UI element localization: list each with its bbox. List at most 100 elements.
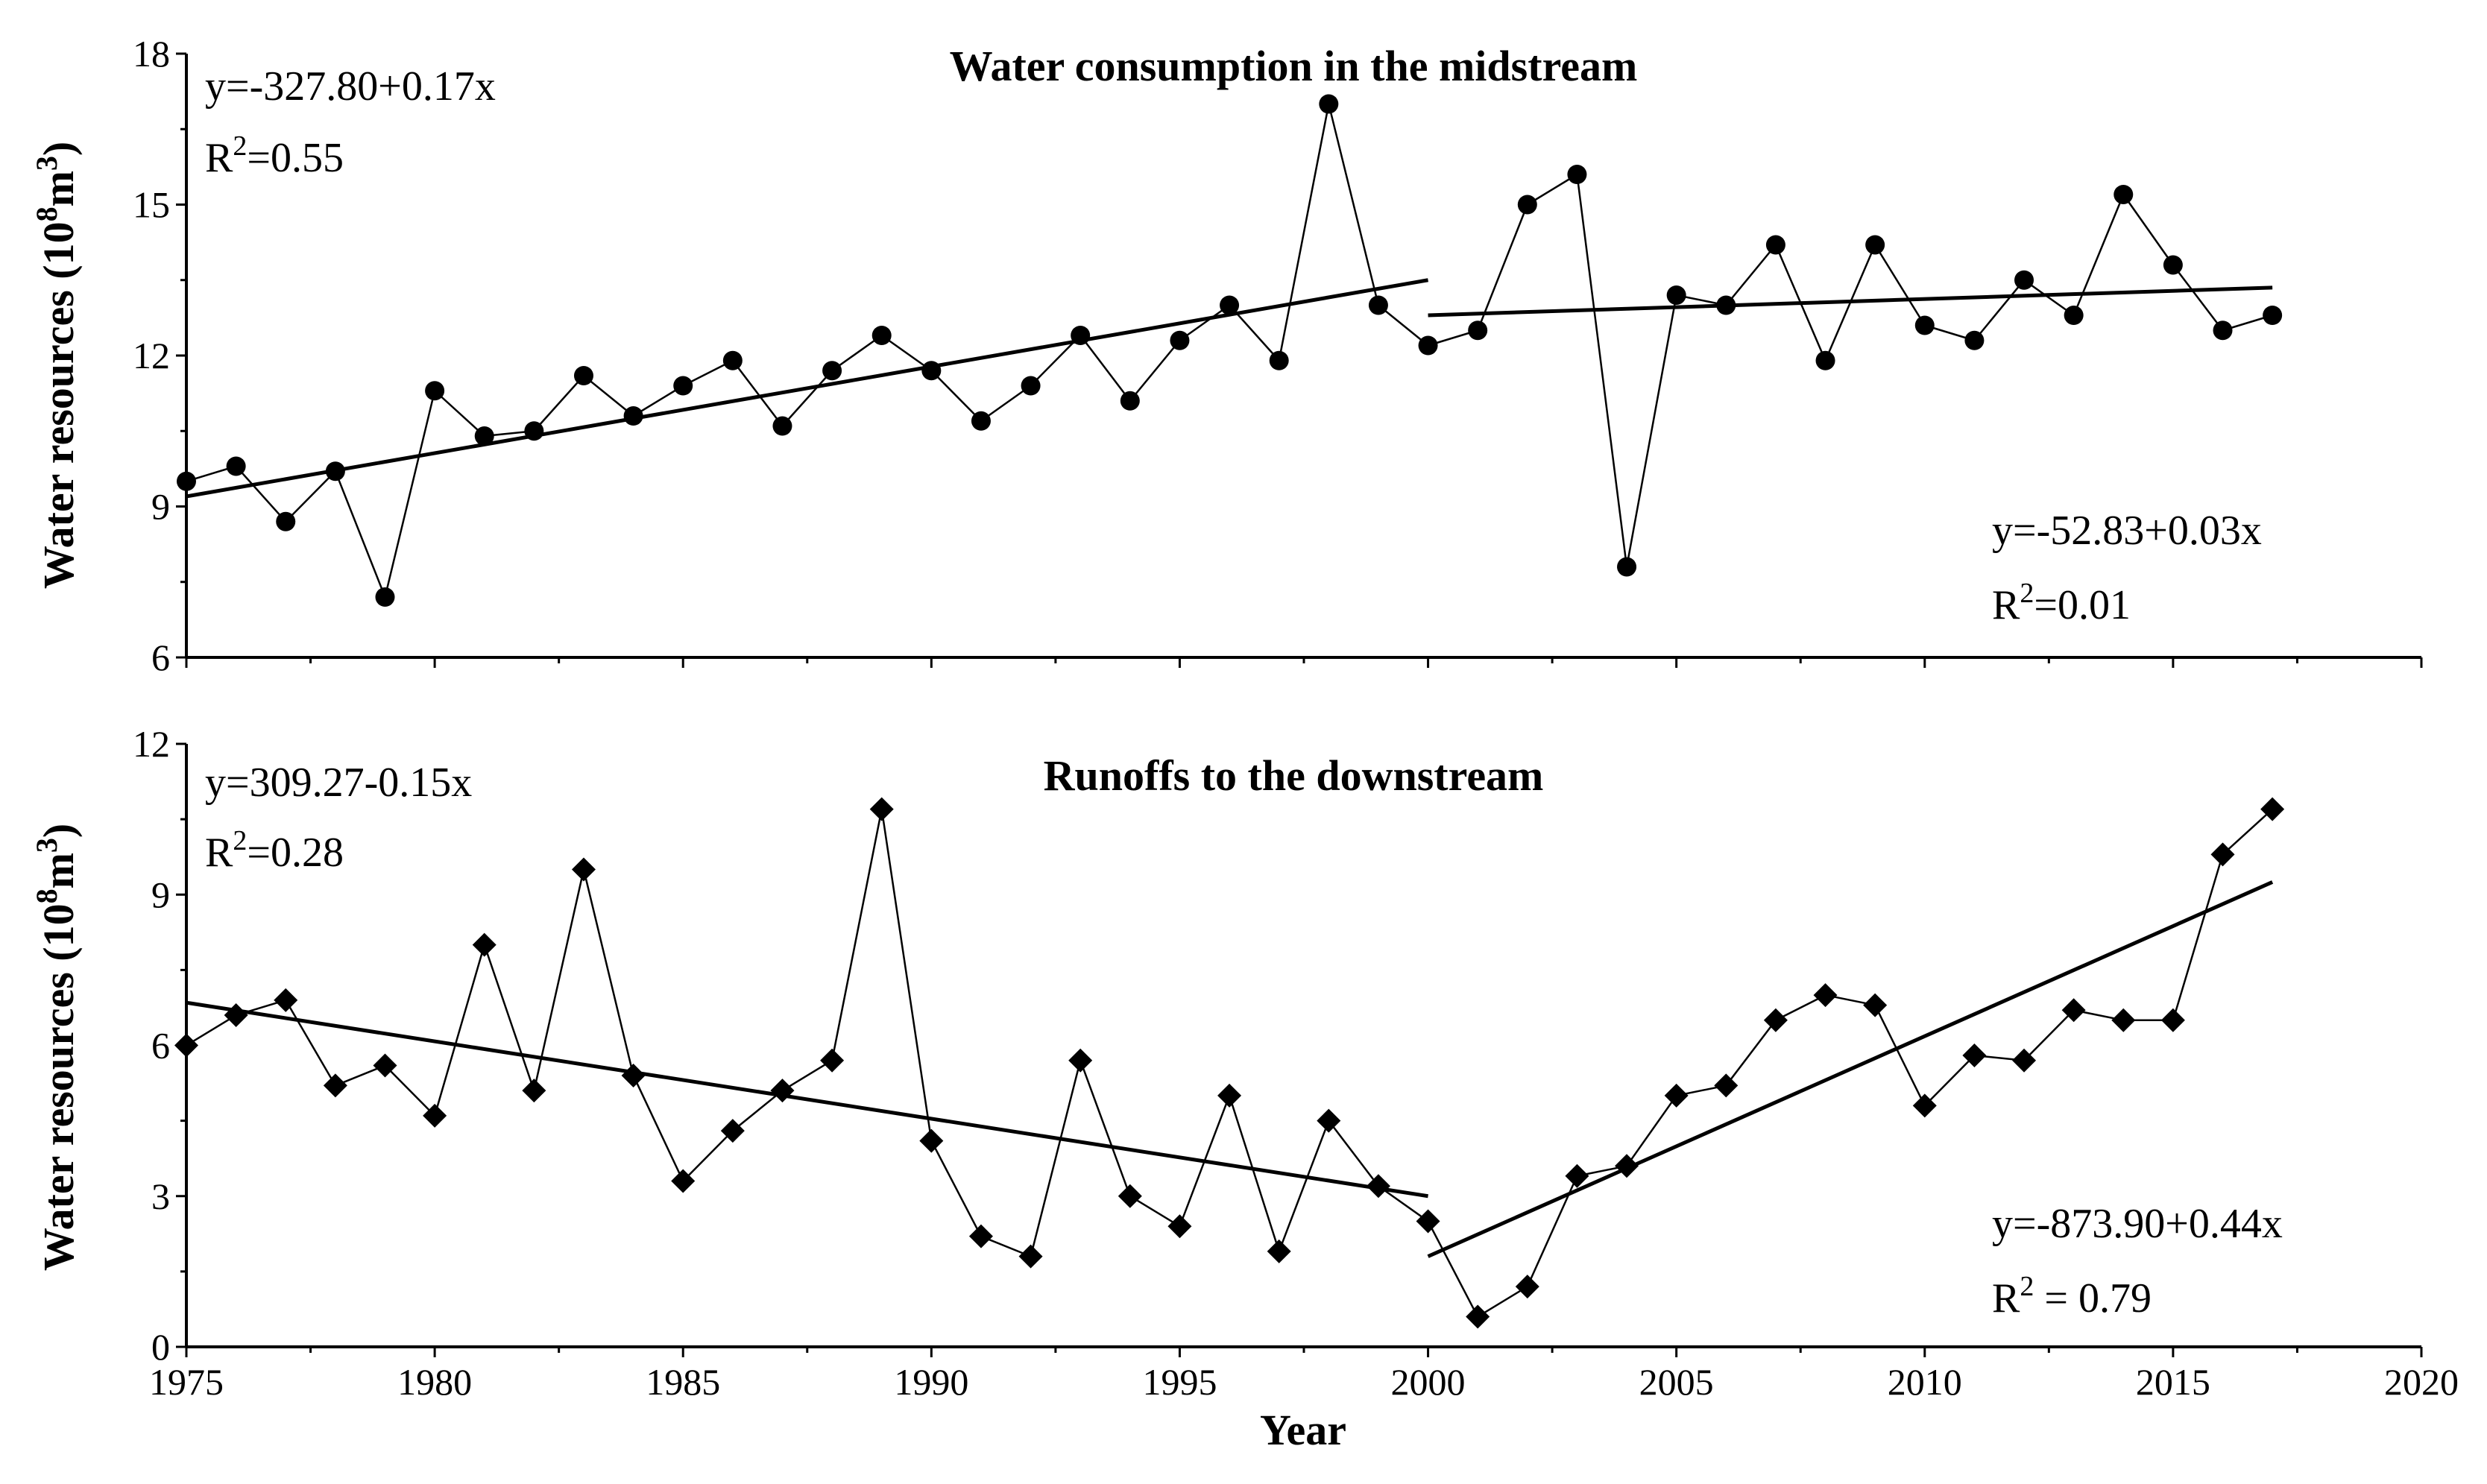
downstream-line-segment [582, 869, 634, 1076]
downstream-line-segment [2222, 808, 2273, 856]
downstream-line-segment [732, 1090, 784, 1132]
downstream-point [2260, 797, 2285, 821]
downstream-line-segment [1775, 994, 1826, 1021]
midstream-point [772, 416, 792, 436]
midstream-point [1170, 330, 1190, 350]
downstream-point [1664, 1083, 1689, 1108]
downstream-series-line [186, 808, 2273, 1318]
midstream-point [1071, 326, 1091, 345]
midstream-r2-left: R2=0.55 [205, 130, 344, 181]
downstream-r2-right: R2 = 0.79 [1992, 1271, 2152, 1322]
midstream-line-segment [1229, 304, 1280, 361]
downstream-line-segment [1129, 1195, 1181, 1228]
midstream-point [524, 421, 544, 441]
downstream-line-segment [781, 1059, 833, 1092]
midstream-point [1517, 195, 1537, 215]
midstream-line-segment [1179, 304, 1230, 341]
midstream-eq-left: y=-327.80+0.17x [205, 63, 496, 110]
downstream-point [770, 1079, 795, 1103]
downstream-point [820, 1048, 845, 1073]
midstream-line-segment [2023, 279, 2075, 317]
midstream-point [623, 406, 643, 426]
downstream-point [1515, 1275, 1539, 1299]
panel-downstream: 0 3 6 9 12 1975 1980 1985 1990 1995 2000 2005 2010 20… [30, 723, 2459, 1454]
downstream-line-segment [1378, 1185, 1429, 1222]
downstream-point [174, 1033, 198, 1058]
midstream-y-tick-label: 9 [151, 486, 170, 528]
midstream-point [474, 426, 494, 446]
downstream-point [1068, 1048, 1093, 1073]
midstream-point [1964, 330, 1985, 350]
downstream-line-segment [1228, 1095, 1280, 1252]
downstream-r2-left: R2=0.28 [205, 825, 344, 876]
midstream-point [1914, 315, 1935, 335]
midstream-y-tick-label: 6 [151, 637, 170, 678]
midstream-line-segment [583, 375, 634, 417]
panel-midstream: 6 9 12 15 18 Water consumption in the midstr… [30, 33, 2423, 678]
midstream-point [673, 376, 693, 396]
downstream-point [671, 1169, 696, 1193]
downstream-point [1615, 1154, 1639, 1178]
midstream-point [1468, 321, 1488, 341]
downstream-line-segment [880, 809, 933, 1141]
downstream-eq-right: y=-873.90+0.44x [1992, 1201, 2283, 1247]
x-tick-label: 2010 [1888, 1361, 1962, 1403]
downstream-y-tick-label: 9 [151, 874, 170, 915]
midstream-line-segment [334, 470, 386, 598]
downstream-line-segment [1725, 1020, 1777, 1087]
midstream-point [573, 366, 593, 385]
midstream-point [425, 381, 445, 401]
downstream-point [1366, 1174, 1390, 1199]
midstream-point [1319, 94, 1339, 114]
midstream-point [921, 361, 942, 381]
midstream-trendline-1 [186, 278, 1428, 499]
midstream-point [2163, 255, 2183, 275]
downstream-point [323, 1073, 347, 1098]
midstream-line-segment [781, 370, 833, 427]
midstream-line-segment [434, 390, 485, 437]
downstream-point [968, 1224, 993, 1248]
midstream-line-segment [285, 470, 336, 522]
downstream-y-tick-label: 3 [151, 1175, 170, 1217]
midstream-point [871, 326, 892, 345]
midstream-line-segment [1625, 294, 1677, 567]
x-tick-label: 1980 [397, 1361, 472, 1403]
downstream-line-segment [1923, 1055, 1976, 1107]
x-tick-label: 2000 [1391, 1361, 1466, 1403]
downstream-point [869, 797, 894, 821]
midstream-point [1815, 350, 1835, 370]
downstream-point [720, 1119, 745, 1143]
midstream-point [1269, 350, 1289, 370]
midstream-point [1120, 391, 1140, 411]
downstream-point [2061, 998, 2086, 1023]
midstream-y-axis-label: Water resources (108m3) [30, 142, 83, 590]
midstream-line-segment [980, 385, 1032, 422]
downstream-point [1416, 1209, 1440, 1234]
x-tick-label: 2015 [2136, 1361, 2210, 1403]
downstream-point [1813, 983, 1838, 1008]
downstream-point [621, 1063, 646, 1087]
downstream-line-segment [384, 1064, 436, 1117]
downstream-point [1912, 1093, 1937, 1118]
midstream-point [1368, 295, 1388, 315]
midstream-r2-right: R2=0.01 [1992, 578, 2131, 628]
downstream-point [274, 988, 298, 1012]
x-tick-label: 2005 [1639, 1361, 1714, 1403]
downstream-line-segment [632, 1075, 684, 1182]
midstream-point [1617, 557, 1637, 577]
downstream-eq-left: y=309.27-0.15x [205, 760, 472, 806]
downstream-point [373, 1053, 397, 1078]
downstream-line-segment [1079, 1060, 1131, 1197]
downstream-point [1267, 1239, 1291, 1263]
downstream-point [1863, 993, 1888, 1017]
midstream-line-segment [1725, 244, 1777, 306]
midstream-line-segment [1278, 104, 1330, 361]
midstream-point [971, 411, 991, 431]
downstream-y-axis-label: Water resources (108m3) [30, 824, 83, 1272]
downstream-y-tick-label: 6 [151, 1025, 170, 1067]
downstream-point [423, 1103, 447, 1128]
midstream-point [2213, 321, 2233, 341]
midstream-point [325, 461, 345, 481]
downstream-point [2210, 842, 2235, 867]
midstream-point [1865, 235, 1885, 255]
